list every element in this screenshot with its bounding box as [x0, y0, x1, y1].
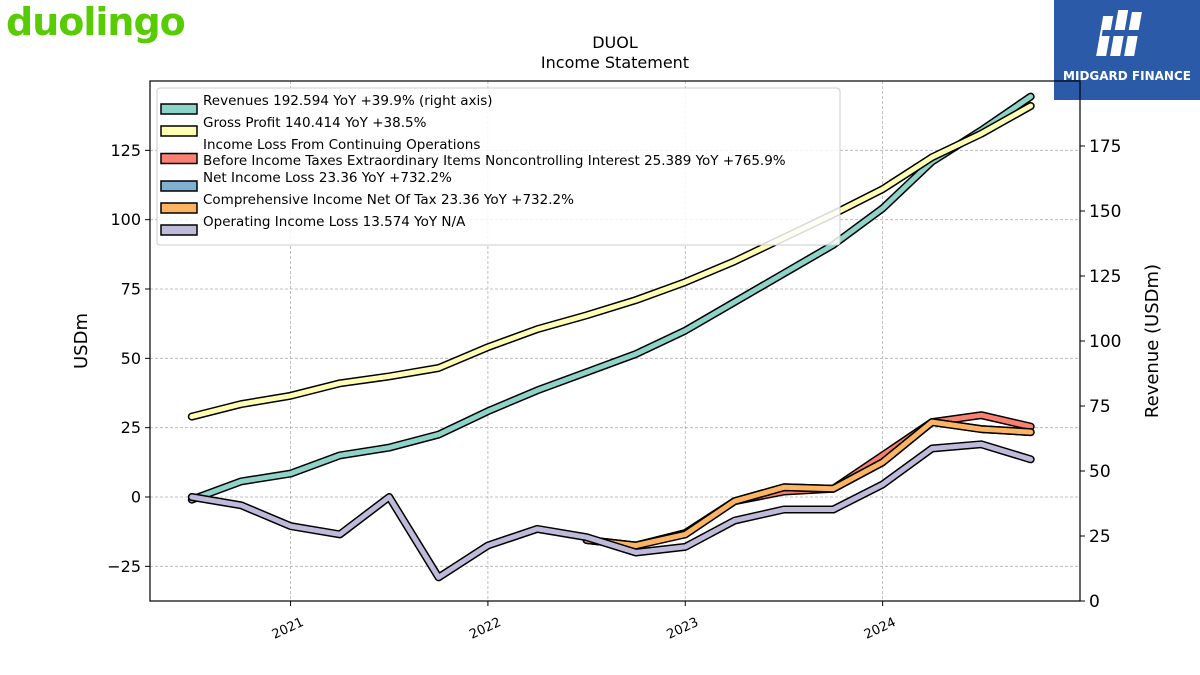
- series-1: [187, 102, 1035, 421]
- x-tick-label: 2021: [270, 615, 306, 643]
- midgard-finance-badge: MIDGARD FINANCE: [1054, 0, 1200, 100]
- legend-swatch: [160, 180, 198, 192]
- y2-tick-label: 150: [1089, 202, 1121, 222]
- y2-axis-label: Revenue (USDm): [1142, 264, 1163, 418]
- x-axis-ticks: 2021 2022 2023 2024: [270, 601, 898, 643]
- y-tick-label: −25: [107, 557, 141, 576]
- legend-swatch: [160, 103, 198, 115]
- legend-text: Revenues 192.594 YoY +39.9% (right axis): [203, 93, 493, 109]
- series-line: [189, 103, 1034, 420]
- legend-text: Gross Profit 140.414 YoY +38.5%: [203, 115, 427, 131]
- legend-entry-4: Comprehensive Income Net Of Tax 23.36 Yo…: [203, 192, 574, 208]
- y2-tick-label: 75: [1089, 397, 1111, 417]
- y-tick-label: 50: [121, 349, 141, 368]
- legend-swatch: [160, 125, 198, 137]
- y-tick-label: 100: [110, 210, 141, 229]
- x-tick-label: 2024: [862, 615, 898, 643]
- series-outline: [582, 418, 1035, 550]
- left-axis-ticks: −25 0 25 50 75 100 125: [107, 141, 150, 576]
- y2-tick-label: 100: [1089, 332, 1121, 352]
- chart-title: DUOL: [592, 33, 638, 52]
- y-tick-label: 25: [121, 418, 141, 437]
- y-axis-label: USDm: [71, 313, 92, 369]
- y-tick-label: 75: [121, 280, 141, 299]
- legend-box: [156, 87, 841, 246]
- legend-text: Income Loss From Continuing Operations: [203, 137, 480, 153]
- legend-entry-0: Revenues 192.594 YoY +39.9% (right axis): [203, 93, 493, 109]
- legend-text: Operating Income Loss 13.574 YoY N/A: [203, 214, 466, 230]
- legend-entry-3: Net Income Loss 23.36 YoY +732.2%: [203, 170, 452, 186]
- series-lines: [187, 92, 1035, 582]
- series-line: [189, 94, 1034, 503]
- series-outline: [582, 418, 1035, 550]
- legend-text: Net Income Loss 23.36 YoY +732.2%: [203, 170, 452, 186]
- midgard-logo-icon: [1096, 10, 1142, 56]
- legend-swatch: [160, 152, 198, 165]
- legend-swatch: [160, 202, 198, 214]
- series-line: [584, 412, 1034, 548]
- legend: Revenues 192.594 YoY +39.9% (right axis)…: [156, 87, 841, 246]
- series-2: [582, 411, 1035, 550]
- legend-swatch: [160, 224, 198, 236]
- badge-label: MIDGARD FINANCE: [1063, 69, 1191, 83]
- series-4: [582, 418, 1035, 550]
- y2-tick-label: 125: [1089, 267, 1121, 287]
- y2-tick-label: 175: [1089, 137, 1121, 157]
- right-axis-ticks: 0 25 50 75 100 125 150 175: [1080, 137, 1121, 612]
- y2-tick-label: 0: [1089, 592, 1100, 612]
- duolingo-logo: duolingo: [6, 0, 186, 44]
- y-tick-label: 0: [131, 488, 141, 507]
- series-line: [189, 441, 1034, 580]
- x-tick-label: 2023: [665, 615, 701, 643]
- series-5: [187, 440, 1035, 582]
- legend-entry-5: Operating Income Loss 13.574 YoY N/A: [203, 214, 466, 230]
- legend-entry-2: Income Loss From Continuing Operations Be…: [203, 137, 786, 169]
- series-line: [584, 419, 1034, 548]
- y2-tick-label: 50: [1089, 462, 1111, 482]
- series-3: [582, 418, 1035, 550]
- legend-text: Comprehensive Income Net Of Tax 23.36 Yo…: [203, 192, 574, 208]
- y2-tick-label: 25: [1089, 527, 1111, 547]
- chart-subtitle: Income Statement: [541, 53, 689, 72]
- legend-entry-1: Gross Profit 140.414 YoY +38.5%: [203, 115, 427, 131]
- series-outline: [582, 411, 1035, 550]
- y-tick-label: 125: [110, 141, 141, 160]
- series-line: [584, 419, 1034, 548]
- series-0: [187, 92, 1035, 504]
- legend-text: Before Income Taxes Extraordinary Items …: [203, 153, 786, 169]
- x-tick-label: 2022: [467, 615, 503, 643]
